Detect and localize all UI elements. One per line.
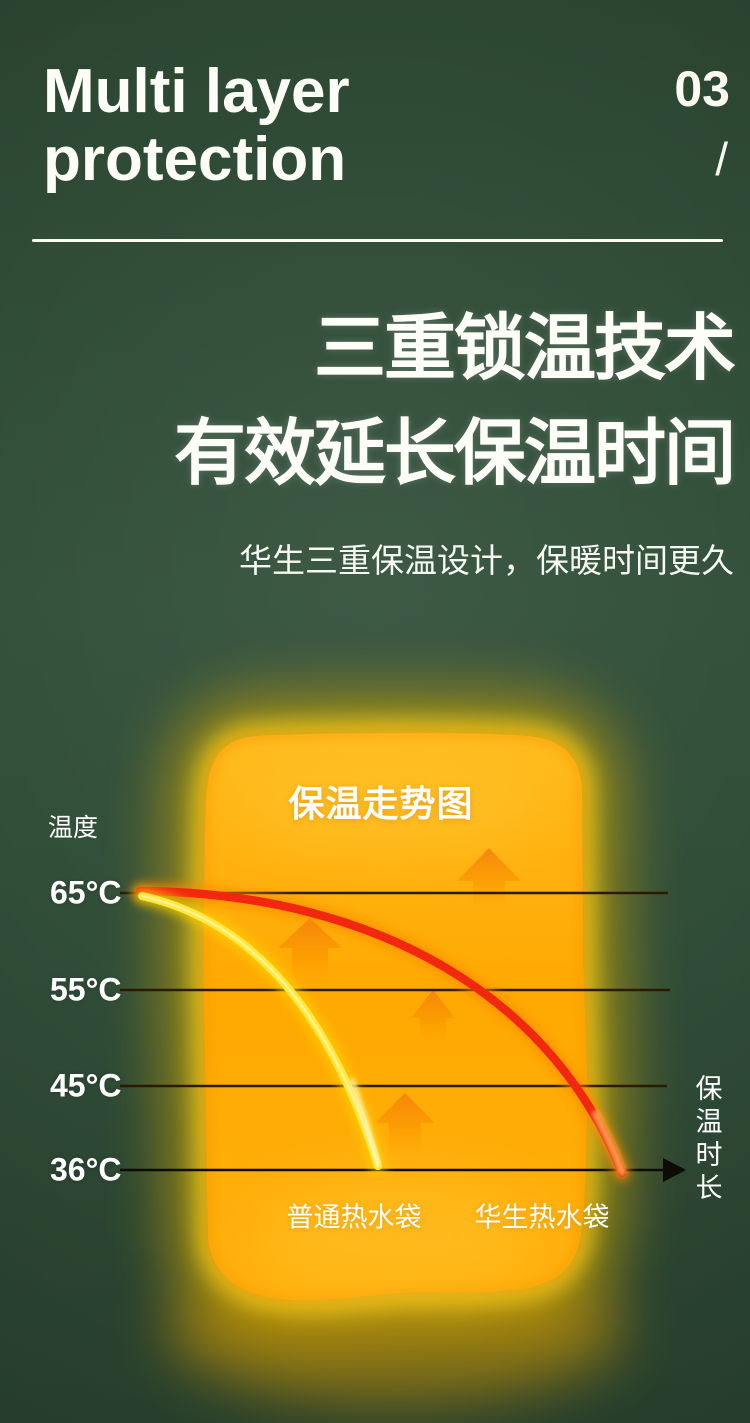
- hero-heading-line2: 有效延长保温时间: [173, 414, 736, 494]
- hot-water-bag-shape: [204, 733, 588, 1300]
- page-title: Multi layer protection: [43, 58, 350, 194]
- page-number-separator: /: [715, 133, 728, 185]
- x-axis-title: 保温时长: [691, 1074, 722, 1206]
- series-label-huasheng: 华生热水袋: [474, 1202, 610, 1233]
- series-huasheng-curve: [140, 891, 622, 1173]
- hero-heading: 三重锁温技术 有效延长保温时间: [173, 297, 736, 507]
- up-arrow-icons: [278, 848, 521, 1155]
- header-divider: [32, 239, 723, 242]
- series-label-ordinary: 普通热水袋: [286, 1202, 422, 1233]
- y-tick-45: 45°C: [50, 1067, 122, 1104]
- y-axis-title: 温度: [48, 814, 99, 842]
- page-title-line2: protection: [43, 125, 347, 194]
- up-arrow-icon: [457, 848, 521, 910]
- y-tick-36: 36°C: [50, 1151, 122, 1188]
- up-arrow-icon: [278, 918, 342, 987]
- hero-subheading: 华生三重保温设计，保暖时间更久: [239, 542, 734, 579]
- page-title-line1: Multi layer: [43, 57, 350, 126]
- up-arrow-icon: [411, 990, 455, 1045]
- y-tick-65: 65°C: [50, 874, 122, 911]
- series-ordinary-curve: [142, 896, 378, 1166]
- y-tick-55: 55°C: [50, 971, 122, 1008]
- page-number: 03: [674, 61, 730, 117]
- hero-heading-line1: 三重锁温技术: [313, 309, 736, 389]
- x-axis-arrowhead: [663, 1158, 686, 1182]
- up-arrow-icon: [375, 1093, 435, 1155]
- chart-title: 保温走势图: [288, 783, 474, 824]
